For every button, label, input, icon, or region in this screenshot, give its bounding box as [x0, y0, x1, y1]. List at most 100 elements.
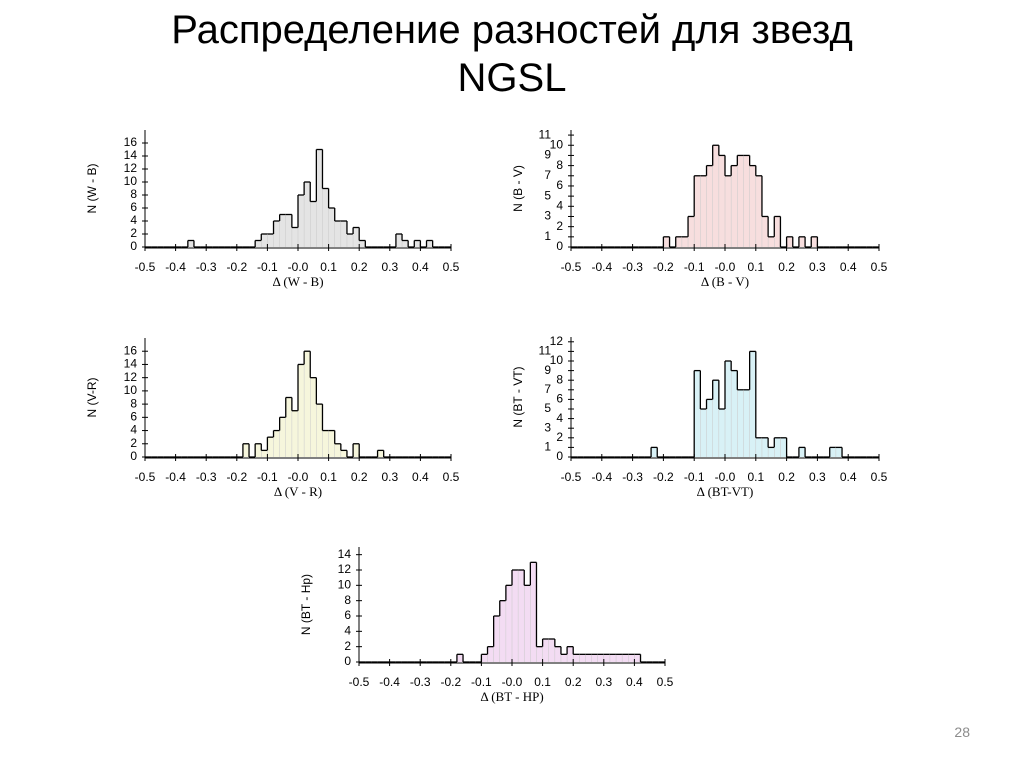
- x-axis-label: Δ (B - V): [701, 274, 749, 289]
- x-tick-label: 0.3: [595, 675, 612, 689]
- bar: [542, 639, 549, 662]
- bar: [279, 417, 286, 457]
- bar: [487, 646, 494, 662]
- x-tick-label: 0.3: [809, 470, 826, 484]
- y-tick-label: 5: [544, 188, 551, 202]
- x-tick-label: -0.5: [561, 470, 582, 484]
- bar: [187, 240, 194, 247]
- y-tick-label: 8: [556, 158, 563, 172]
- bar: [377, 450, 384, 457]
- x-tick-label: 0.2: [778, 470, 795, 484]
- bar: [567, 646, 574, 662]
- y-axis-label: N (B - V): [511, 165, 525, 212]
- bar: [285, 214, 292, 247]
- x-tick-label: 0.2: [351, 260, 368, 274]
- y-tick-label: 12: [550, 334, 564, 348]
- y-tick-label: 6: [556, 178, 563, 192]
- bar: [798, 447, 806, 457]
- y-tick-label: 9: [544, 363, 551, 377]
- y-tick-label: 16: [124, 135, 138, 149]
- y-tick-label: 5: [544, 401, 551, 415]
- y-tick-label: 4: [556, 411, 563, 425]
- bar: [481, 654, 488, 662]
- bar: [518, 570, 525, 662]
- bar: [340, 221, 347, 247]
- x-tick-label: 0.2: [778, 260, 795, 274]
- x-tick-label: 0.4: [840, 260, 857, 274]
- y-tick-label: 2: [130, 436, 137, 450]
- bar: [718, 155, 725, 247]
- bar: [340, 450, 347, 457]
- bar: [310, 201, 317, 247]
- x-tick-label: -0.3: [410, 675, 431, 689]
- x-tick-label: -0.4: [591, 470, 612, 484]
- bar: [737, 389, 744, 457]
- bar: [346, 234, 354, 247]
- y-tick-label: 2: [344, 639, 351, 653]
- y-tick-label: 10: [550, 353, 564, 367]
- bar: [279, 214, 286, 247]
- x-tick-label: 0.4: [412, 260, 429, 274]
- bar: [273, 221, 280, 247]
- y-tick-label: 8: [130, 396, 137, 410]
- bar: [774, 216, 781, 247]
- y-tick-label: 9: [544, 148, 551, 162]
- x-tick-label: -0.0: [288, 470, 309, 484]
- bar: [616, 654, 623, 662]
- bar: [402, 240, 409, 247]
- x-tick-label: 0.3: [381, 260, 398, 274]
- x-axis-label: Δ (V - R): [274, 484, 322, 499]
- y-axis-label: N (W - B): [85, 164, 99, 214]
- x-tick-label: -0.5: [561, 260, 582, 274]
- bar: [694, 370, 701, 457]
- bar: [700, 175, 707, 247]
- bar: [743, 155, 750, 247]
- bar: [298, 195, 305, 247]
- x-tick-label: -0.2: [440, 675, 461, 689]
- bar: [609, 654, 617, 662]
- y-tick-label: 1: [544, 440, 551, 454]
- x-tick-label: -0.1: [257, 470, 278, 484]
- bar: [755, 175, 762, 247]
- x-tick-label: -0.5: [135, 260, 156, 274]
- x-tick-label: -0.4: [591, 260, 612, 274]
- bar: [725, 175, 732, 247]
- y-tick-label: 4: [130, 213, 137, 227]
- y-tick-label: 6: [130, 200, 137, 214]
- bar: [426, 240, 433, 247]
- y-tick-label: 14: [124, 357, 138, 371]
- y-tick-label: 10: [124, 383, 138, 397]
- bar: [505, 585, 512, 662]
- x-tick-label: -0.0: [288, 260, 309, 274]
- bar: [359, 240, 366, 247]
- x-axis-label: Δ (BT-VT): [697, 484, 754, 499]
- bar: [663, 236, 670, 247]
- bar: [651, 447, 658, 457]
- bar: [761, 216, 769, 247]
- bar: [761, 437, 769, 457]
- bar: [291, 410, 298, 457]
- y-tick-label: 0: [344, 654, 351, 668]
- bar: [622, 654, 629, 662]
- x-tick-label: -0.1: [471, 675, 492, 689]
- x-tick-label: 0.1: [320, 470, 337, 484]
- bar: [694, 175, 701, 247]
- bar: [573, 654, 580, 662]
- x-tick-label: -0.0: [715, 260, 736, 274]
- y-axis-label: N (BT - VT): [511, 366, 525, 427]
- x-tick-label: 0.5: [443, 470, 460, 484]
- y-tick-label: 8: [130, 187, 137, 201]
- y-tick-label: 11: [539, 344, 552, 358]
- bar: [328, 208, 335, 247]
- bar: [768, 236, 775, 247]
- y-tick-label: 7: [544, 168, 551, 182]
- y-tick-label: 4: [556, 198, 563, 212]
- bar: [304, 182, 311, 247]
- bar: [255, 443, 262, 457]
- bar: [634, 654, 641, 662]
- y-tick-label: 7: [544, 382, 551, 396]
- y-tick-label: 8: [556, 372, 563, 386]
- x-tick-label: 0.1: [320, 260, 337, 274]
- bar: [493, 616, 500, 662]
- bar: [353, 443, 360, 457]
